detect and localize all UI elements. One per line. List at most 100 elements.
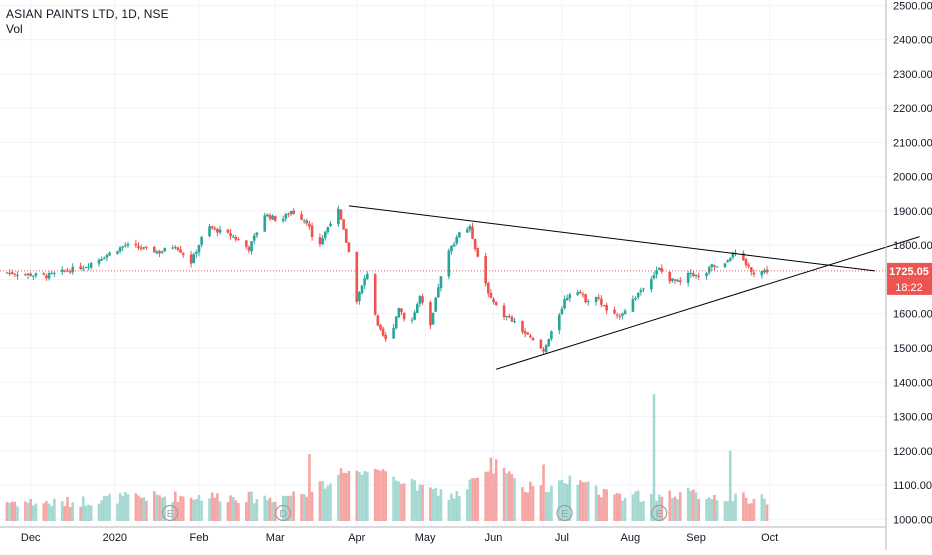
volume-bar [660, 496, 664, 521]
volume-bar [494, 459, 498, 521]
y-tick-label: 1200.00 [893, 446, 932, 458]
candle-body [321, 238, 324, 245]
volume-bar [521, 487, 524, 521]
candle-body [8, 272, 11, 274]
grid-layer [0, 0, 886, 526]
candle-body [16, 275, 19, 277]
volume-bar [558, 480, 561, 521]
trend-line[interactable] [348, 205, 875, 272]
volume-bar [642, 501, 645, 521]
candle-body [318, 237, 322, 245]
candle-body [597, 297, 601, 299]
volume-bar [676, 499, 679, 521]
candle-body [473, 239, 477, 250]
y-tick-label: 1800.00 [893, 240, 932, 252]
y-tick-label: 2400.00 [893, 35, 932, 47]
volume-bar [434, 488, 437, 521]
volume-bar [531, 485, 535, 521]
y-tick-label: 1500.00 [893, 343, 932, 355]
candle-body [10, 272, 14, 275]
volume-bar [605, 489, 608, 521]
candle-body [32, 275, 35, 277]
y-tick-label: 2100.00 [893, 137, 932, 149]
candle-body [705, 273, 708, 277]
candle-body [305, 220, 309, 224]
candle-body [671, 278, 674, 281]
candle-body [455, 236, 459, 244]
candle-body [45, 275, 48, 279]
y-tick-label: 1900.00 [893, 206, 932, 218]
volume-bar [689, 490, 693, 521]
candle-body [176, 247, 180, 250]
volume-bar [139, 497, 143, 521]
volume-bar [13, 501, 17, 521]
timer-label-text: 18:22 [895, 282, 923, 294]
trend-line[interactable] [496, 236, 920, 370]
volume-bar [216, 493, 219, 521]
candle-body [292, 210, 295, 215]
volume-bar [344, 473, 348, 521]
candle-body [24, 274, 27, 276]
volume-bar [308, 454, 311, 521]
volume-bar [100, 500, 103, 521]
volume-bar [402, 483, 406, 521]
volume-bar [650, 493, 653, 521]
candle-body [34, 273, 38, 276]
candle-body [615, 314, 619, 316]
candle-body [302, 220, 306, 222]
price-label-text: 1725.05 [889, 266, 929, 278]
candle-body [765, 269, 769, 273]
candle-body [486, 282, 490, 294]
volume-bar [339, 468, 343, 521]
x-tick-label: Mar [266, 532, 285, 544]
volume-bar [174, 491, 177, 521]
candle-body [323, 231, 327, 238]
x-tick-label: Apr [348, 532, 365, 544]
candle-body [300, 214, 303, 220]
candle-body [252, 235, 256, 241]
volume-bar [744, 497, 748, 521]
candle-body [526, 332, 530, 335]
candle-body [726, 260, 729, 263]
volume-bar [66, 496, 69, 521]
price-label-box [887, 262, 932, 279]
volume-bar [560, 479, 564, 521]
volume-bar [10, 501, 14, 521]
volume-bar [710, 498, 714, 521]
volume-bar [392, 476, 395, 521]
volume-bar [713, 494, 716, 521]
volume-bar [471, 478, 474, 521]
candle-body [494, 302, 498, 306]
candle-body [492, 298, 495, 303]
volume-bar [247, 491, 251, 521]
candle-body [508, 316, 511, 318]
volume-bar [468, 479, 472, 521]
volume-bar [263, 495, 267, 521]
candle-body [384, 335, 388, 340]
candle-body [697, 275, 700, 277]
volume-bar [707, 497, 711, 521]
candle-body [429, 302, 432, 326]
volume-bar [486, 471, 490, 521]
candle-body [763, 270, 766, 273]
volume-bar [268, 497, 272, 521]
candle-body [715, 266, 719, 268]
candle-body [171, 247, 174, 249]
trend-layer[interactable] [348, 205, 920, 370]
volume-bar [84, 505, 88, 521]
candle-body [579, 291, 582, 294]
volume-bar [292, 491, 295, 521]
candle-body [728, 258, 732, 262]
candle-body [124, 245, 127, 247]
volume-bar [195, 499, 198, 521]
volume-bar [103, 495, 106, 521]
volume-bar [439, 489, 443, 521]
volume-bar [355, 470, 359, 521]
volume-bar [613, 494, 616, 521]
x-tick-label: Feb [190, 532, 209, 544]
volume-bar [502, 467, 506, 521]
candle-body [287, 213, 290, 215]
candle-body [89, 263, 93, 268]
